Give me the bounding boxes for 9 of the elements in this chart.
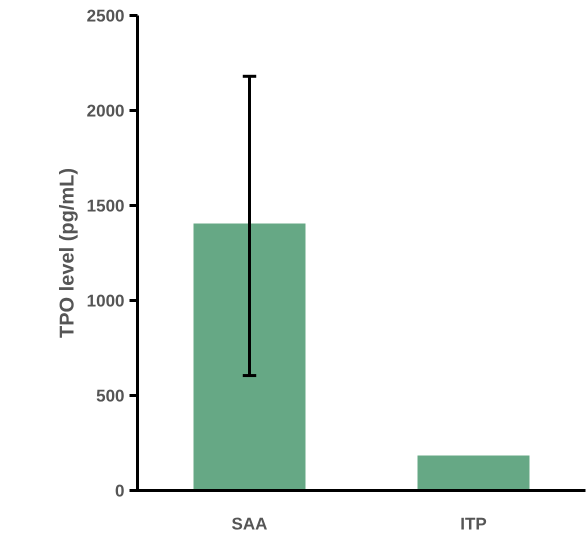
y-axis-title: TPO level (pg/mL) — [56, 168, 79, 338]
y-tick-label: 1000 — [86, 292, 125, 310]
x-tick-label: ITP — [460, 514, 487, 534]
y-tick-label: 2000 — [86, 102, 125, 120]
y-tick-label: 2500 — [86, 6, 125, 26]
y-tick-label: 0 — [115, 482, 125, 500]
y-tick-label: 500 — [96, 386, 125, 406]
y-tick-label: 1500 — [86, 196, 125, 216]
x-tick-label: SAA — [232, 514, 268, 534]
